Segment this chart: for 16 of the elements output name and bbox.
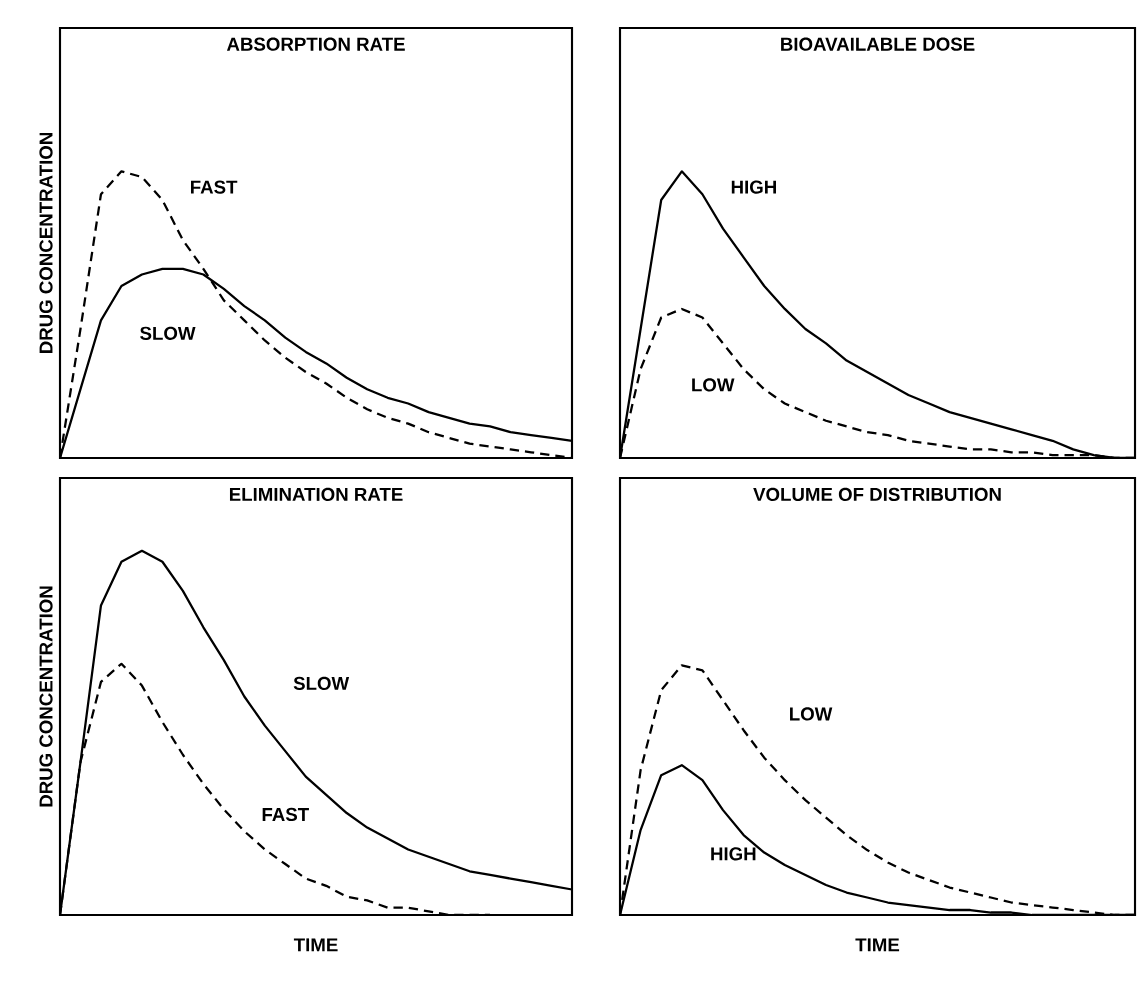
x-axis-title: TIME xyxy=(293,938,338,952)
chart-title: BIOAVAILABLE DOSE xyxy=(781,37,975,51)
series-label: SLOW xyxy=(140,326,196,340)
chart-title: ELIMINATION RATE xyxy=(229,487,403,502)
chart-title: ABSORPTION RATE xyxy=(226,37,405,51)
y-axis-title: DRUG CONCENTRATION xyxy=(39,132,53,354)
series-label: HIGH xyxy=(711,847,756,861)
text: LOW xyxy=(790,707,833,721)
text: SLOW xyxy=(293,676,350,690)
chart-title: VOLUME OF DISTRIBUTION xyxy=(753,487,1001,502)
y-axis-title: DRUG CONCENTRATION xyxy=(39,586,53,807)
series-label: FAST xyxy=(191,180,238,194)
x-axis-title: TIME xyxy=(855,938,900,952)
series-label: FAST xyxy=(262,807,309,822)
series-label: LOW xyxy=(692,378,735,392)
series-label: HIGH xyxy=(731,180,776,194)
